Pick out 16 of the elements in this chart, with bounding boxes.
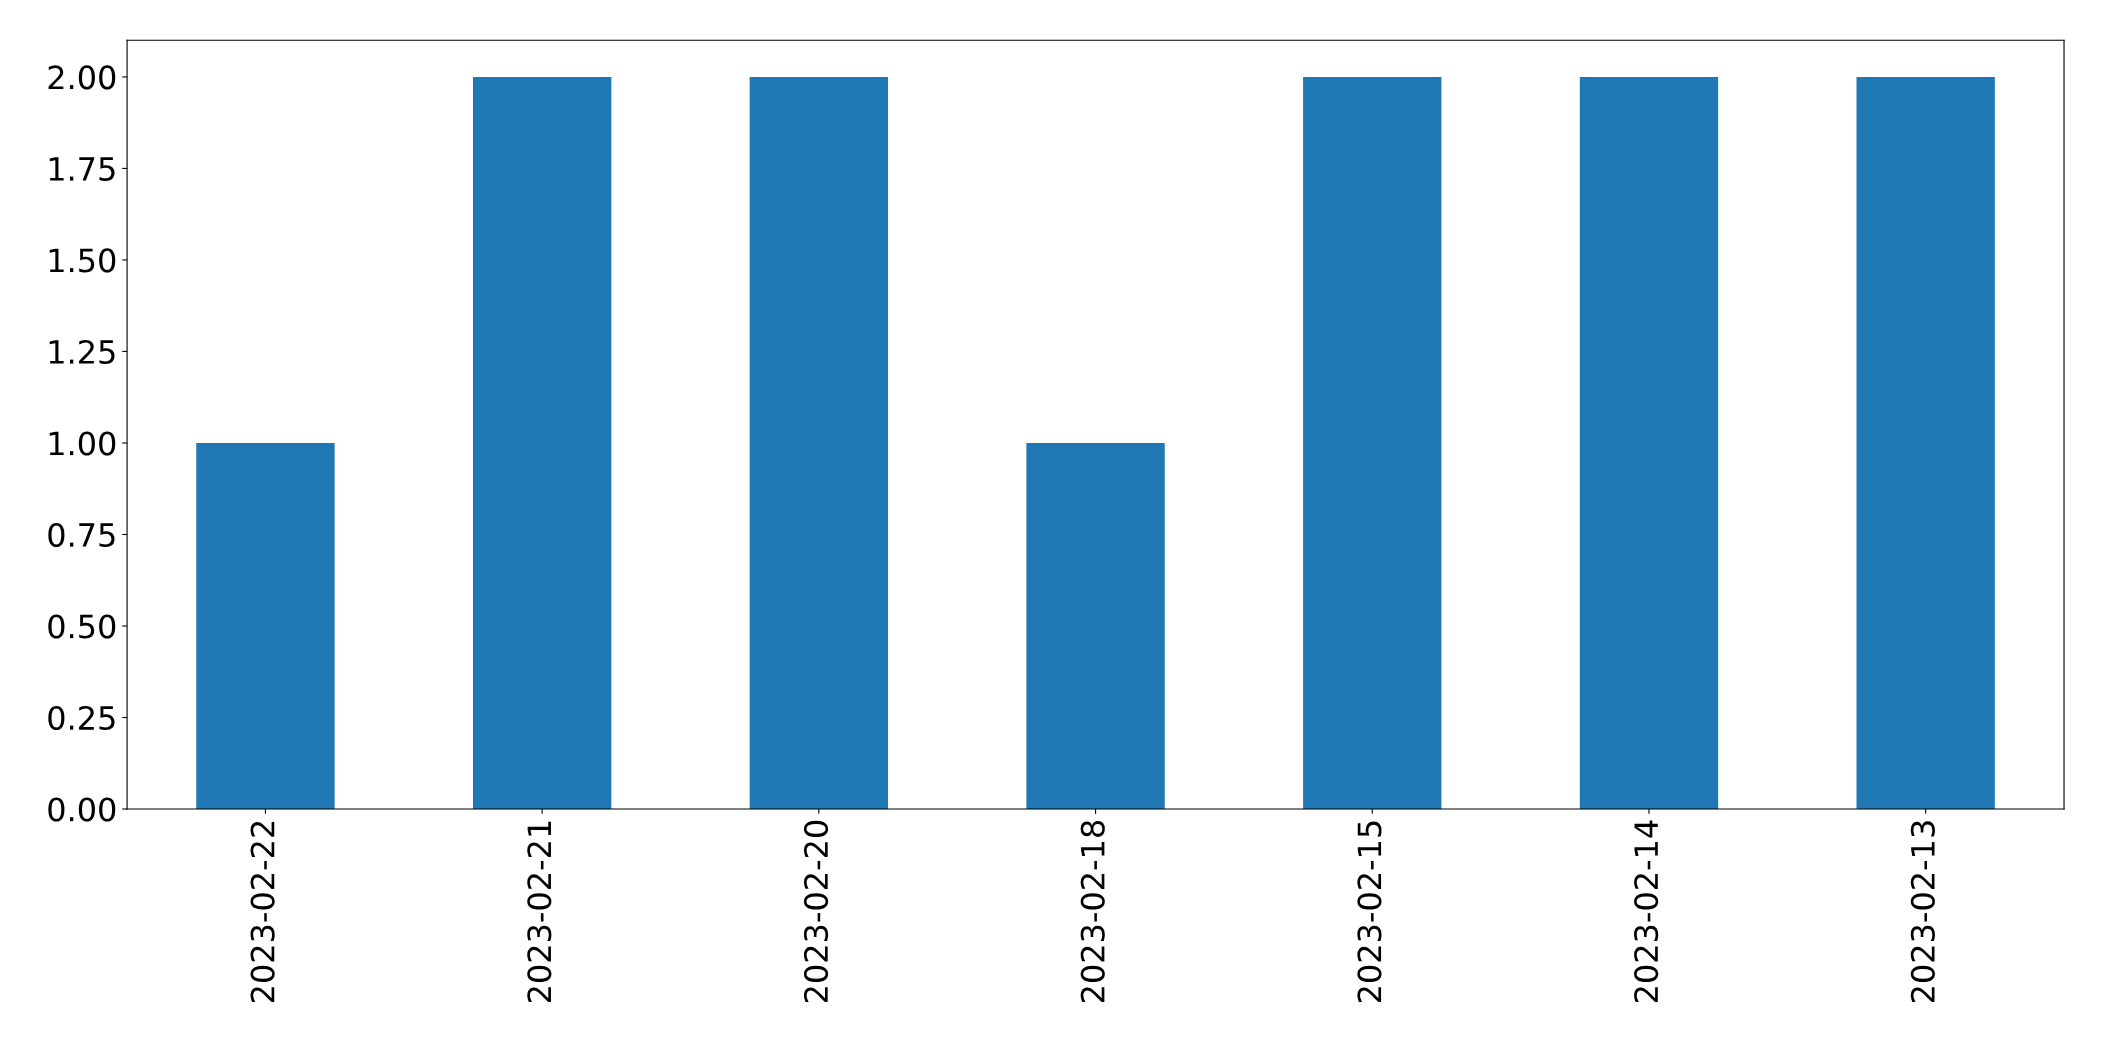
y-tick-label: 0.00 — [48, 797, 116, 822]
x-tick-label: 2023-02-22 — [250, 821, 275, 1003]
y-tick-label: 0.25 — [48, 705, 115, 731]
x-tick-label: 2023-02-21 — [527, 821, 552, 1003]
x-tick-label: 2023-02-18 — [1080, 820, 1105, 1003]
x-tick-label: 2023-02-14 — [1634, 820, 1659, 1003]
y-tick-label: 1.50 — [49, 248, 116, 273]
y-tick-label: 0.75 — [48, 522, 115, 548]
y-tick-label: 0.50 — [48, 614, 116, 639]
y-tick-label: 1.75 — [49, 157, 115, 182]
x-tick-label: 2023-02-15 — [1357, 821, 1382, 1003]
y-tick-label: 1.00 — [49, 431, 116, 456]
x-tick-label: 2023-02-20 — [803, 820, 829, 1003]
x-tick-label: 2023-02-13 — [1910, 821, 1935, 1003]
y-tick-label: 2.00 — [48, 65, 116, 90]
y-tick-label: 1.25 — [49, 339, 115, 365]
